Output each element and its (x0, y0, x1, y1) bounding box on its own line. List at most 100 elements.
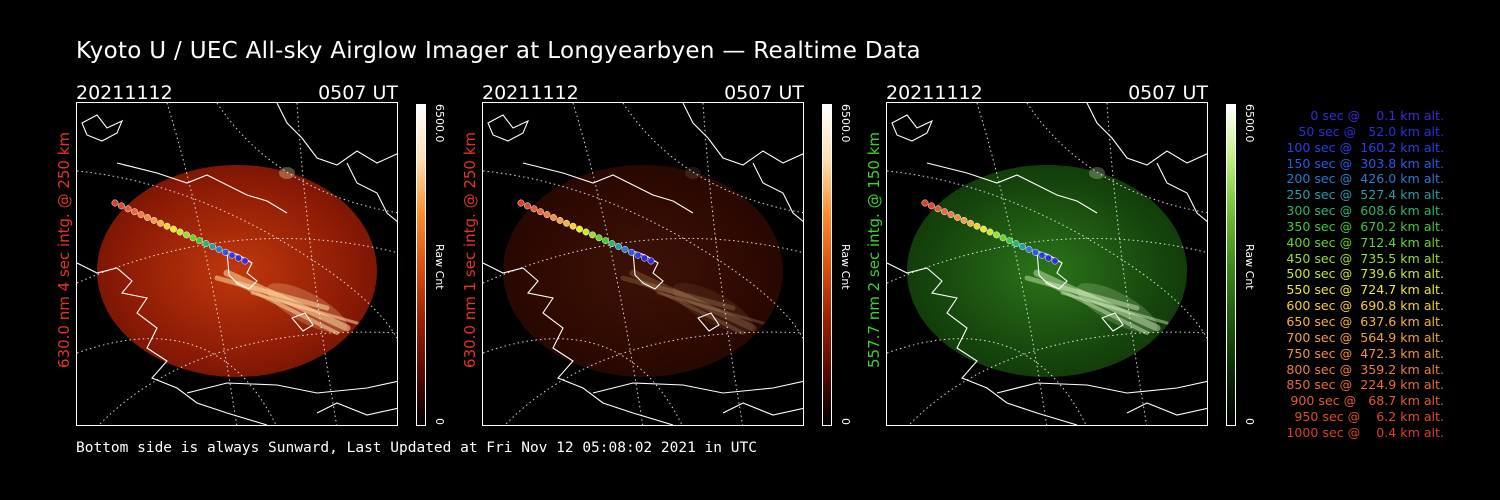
coastline (632, 250, 664, 290)
map-grid-line (77, 237, 397, 284)
coastline (926, 162, 1098, 214)
trajectory-dot (157, 219, 164, 227)
colorbar-title: Raw Cnt (839, 244, 852, 290)
image-time: 0507 UT (1128, 82, 1208, 104)
trajectory-legend-row: 50 sec @ 52.0 km alt. (1290, 123, 1444, 139)
trajectory-dot (183, 231, 190, 239)
image-date: 20211112 (482, 82, 579, 104)
aurora-streak (1033, 269, 1161, 332)
map-grid-line (483, 237, 803, 284)
aurora-blob (279, 167, 295, 179)
aurora-band (1076, 283, 1158, 333)
map-grid-line (572, 103, 644, 425)
aurora-streak (250, 291, 359, 325)
trajectory-dot (980, 225, 987, 233)
trajectory-dot (941, 208, 948, 216)
coastline (276, 103, 397, 166)
trajectory-dot (1019, 243, 1026, 250)
trajectory-dot (921, 199, 929, 207)
image-date: 20211112 (886, 82, 983, 104)
footer-note: Bottom side is always Sunward, Last Upda… (76, 440, 757, 456)
colorbar (822, 104, 832, 426)
map-grid-line (77, 338, 277, 425)
aurora-streak (1024, 275, 1140, 311)
trajectory-dot (144, 214, 151, 221)
trajectory-legend-row: 100 sec @ 160.2 km alt. (1282, 139, 1444, 155)
map-grid-line (166, 103, 238, 425)
trajectory-dot (537, 208, 544, 216)
coastline (81, 114, 124, 142)
trajectory-legend-row: 450 sec @ 735.5 km alt. (1282, 250, 1444, 266)
trajectory-legend-row: 1000 sec @ 0.4 km alt. (1286, 424, 1444, 440)
trajectory-legend-row: 800 sec @ 359.2 km alt. (1282, 361, 1444, 377)
coastline (1101, 312, 1124, 332)
page-title: Kyoto U / UEC All-sky Airglow Imager at … (76, 38, 921, 64)
trajectory-legend-row: 850 sec @ 224.9 km alt. (1282, 377, 1444, 393)
trajectory-dot (928, 202, 935, 210)
aurora-band (672, 283, 754, 333)
coastline (186, 380, 397, 394)
coastline (483, 262, 674, 425)
coastline (316, 402, 397, 416)
colorbar-max: 6500.0 (839, 104, 852, 143)
map-grid-line (483, 338, 683, 425)
map-grid-line (887, 338, 1087, 425)
map-grid-line (976, 103, 1048, 425)
trajectory-dot (634, 251, 642, 259)
coastline (346, 162, 397, 223)
trajectory-dot (973, 222, 981, 230)
trajectory-dot (569, 222, 577, 230)
colorbar-min: 0 (433, 418, 446, 425)
sky-disk (503, 165, 783, 377)
coastline (522, 162, 694, 214)
trajectory-dot (1038, 251, 1046, 259)
aurora-band (266, 283, 348, 333)
colorbar (416, 104, 426, 426)
trajectory-dot (228, 251, 236, 259)
trajectory-dot (111, 199, 119, 207)
colorbar-max: 6500.0 (433, 104, 446, 143)
trajectory-dot (530, 205, 538, 213)
allsky-image (76, 102, 398, 426)
coastline (77, 262, 268, 425)
trajectory-legend-row: 550 sec @ 724.7 km alt. (1282, 282, 1444, 298)
sky-disk (907, 165, 1187, 377)
aurora-blob (685, 167, 701, 179)
trajectory-legend-row: 150 sec @ 303.8 km alt. (1282, 155, 1444, 171)
trajectory-dot (576, 225, 583, 233)
trajectory-legend-row: 500 sec @ 739.6 km alt. (1282, 266, 1444, 282)
map-grid-line (98, 331, 397, 425)
wavelength-label: 630.0 nm 1 sec intg. @ 250 km (461, 131, 479, 368)
coastline (1156, 162, 1207, 223)
image-date: 20211112 (76, 82, 173, 104)
aurora-streak (641, 281, 745, 335)
trajectory-dot (641, 254, 648, 262)
trajectory-dot (524, 202, 531, 210)
trajectory-legend-row: 650 sec @ 637.6 km alt. (1282, 313, 1444, 329)
trajectory-dot (556, 216, 564, 224)
trajectory-dot (947, 211, 955, 219)
trajectory-dot (595, 234, 603, 242)
coastline (887, 262, 1078, 425)
trajectory-dot (1051, 257, 1059, 265)
coastline (226, 250, 258, 290)
aurora-streak (214, 275, 330, 311)
sky-disk (97, 165, 377, 377)
trajectory-legend-row: 350 sec @ 670.2 km alt. (1282, 218, 1444, 234)
aurora-blob (1089, 167, 1105, 179)
aurora-streak (656, 291, 765, 325)
wavelength-label: 630.0 nm 4 sec intg. @ 250 km (55, 131, 73, 368)
trajectory-dot (550, 214, 557, 221)
trajectory-dot (967, 219, 974, 227)
trajectory-legend-row: 400 sec @ 712.4 km alt. (1282, 234, 1444, 250)
trajectory-dot (1012, 240, 1020, 248)
trajectory-legend-row: 0 sec @ 0.1 km alt. (1298, 108, 1444, 123)
trajectory-dot (170, 225, 177, 233)
allsky-image (886, 102, 1208, 426)
image-time: 0507 UT (724, 82, 804, 104)
wavelength-label: 557.7 nm 2 sec intg. @ 150 km (865, 131, 883, 368)
image-time: 0507 UT (318, 82, 398, 104)
trajectory-legend-row: 250 sec @ 527.4 km alt. (1282, 187, 1444, 203)
trajectory-legend-row: 950 sec @ 6.2 km alt. (1290, 409, 1444, 425)
trajectory-dot (621, 245, 629, 253)
